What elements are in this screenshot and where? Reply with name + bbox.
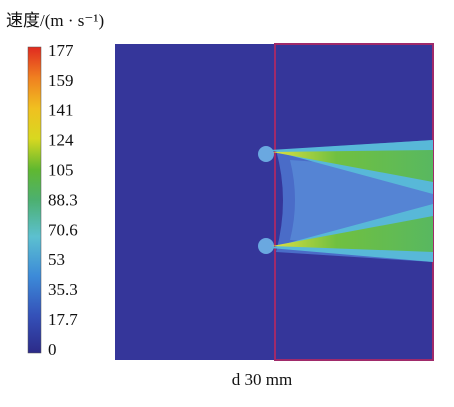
jet-1 bbox=[272, 150, 433, 182]
legend-title: 速度/(m · s⁻¹) bbox=[6, 11, 104, 30]
contour-plot bbox=[115, 43, 434, 361]
left-panel bbox=[115, 44, 275, 360]
colorbar-label: 124 bbox=[48, 131, 74, 150]
colorbar-label: 70.6 bbox=[48, 220, 78, 239]
hole-2 bbox=[258, 238, 274, 254]
hole-1 bbox=[258, 146, 274, 162]
colorbar-label: 17.7 bbox=[48, 310, 78, 329]
colorbar-label: 35.3 bbox=[48, 280, 78, 299]
colorbar-label: 88.3 bbox=[48, 190, 78, 209]
colorbar-label: 105 bbox=[48, 161, 74, 180]
colorbar-label: 141 bbox=[48, 101, 74, 120]
colorbar bbox=[27, 46, 42, 354]
colorbar-label: 177 bbox=[48, 41, 74, 60]
colorbar-labels: 177 159 141 124 105 88.3 70.6 53 35.3 17.7 0 bbox=[48, 41, 78, 359]
caption: d 30 mm bbox=[232, 370, 292, 389]
colorbar-label: 0 bbox=[48, 340, 57, 359]
colorbar-label: 159 bbox=[48, 71, 74, 90]
colorbar-label: 53 bbox=[48, 250, 65, 269]
jet-2 bbox=[272, 216, 433, 252]
